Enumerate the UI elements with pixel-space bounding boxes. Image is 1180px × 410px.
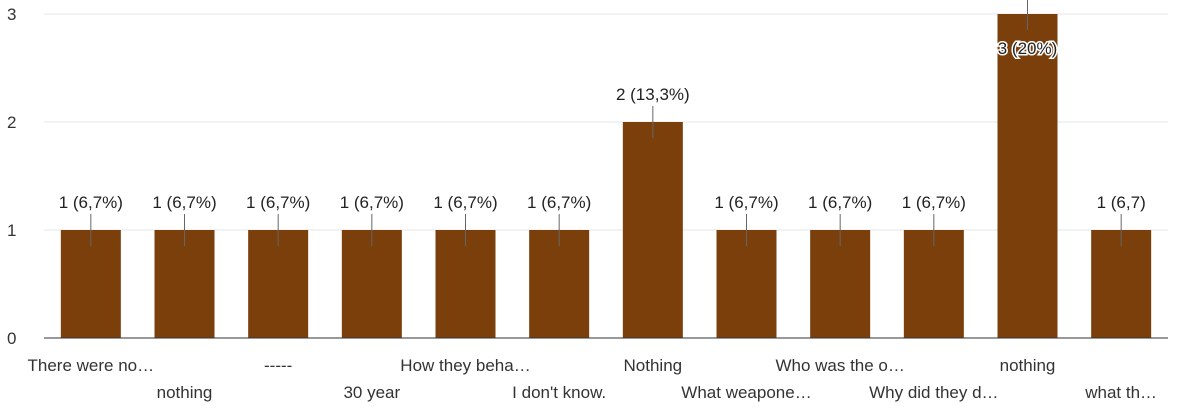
bar bbox=[529, 230, 590, 338]
x-tick-label: Nothing bbox=[624, 356, 683, 375]
data-label: 1 (6,7%) bbox=[714, 193, 778, 212]
x-tick-label: How they beha… bbox=[400, 356, 530, 375]
data-label: 2 (13,3%) bbox=[616, 85, 690, 104]
x-tick-label: 30 year bbox=[343, 383, 400, 402]
data-label: 1 (6,7%) bbox=[527, 193, 591, 212]
x-tick-label: What weapone… bbox=[681, 383, 811, 402]
data-label: 3 (20%) bbox=[998, 39, 1058, 58]
bar bbox=[248, 230, 309, 338]
y-tick-label: 1 bbox=[7, 221, 16, 240]
bar bbox=[435, 230, 496, 338]
bar bbox=[60, 230, 121, 338]
bar bbox=[716, 230, 777, 338]
x-tick-label: nothing bbox=[157, 383, 213, 402]
x-tick-label: Who was the o… bbox=[775, 356, 904, 375]
data-label: 1 (6,7%) bbox=[246, 193, 310, 212]
bar bbox=[903, 230, 964, 338]
data-label: 1 (6,7%) bbox=[902, 193, 966, 212]
x-tick-label: ----- bbox=[264, 356, 292, 375]
data-label: 1 (6,7%) bbox=[433, 193, 497, 212]
y-tick-label: 2 bbox=[7, 113, 16, 132]
bar bbox=[1091, 230, 1152, 338]
gridlines bbox=[44, 13, 1168, 231]
y-axis-ticks: 0 1 2 3 bbox=[7, 5, 16, 348]
data-label: 1 (6,7%) bbox=[59, 193, 123, 212]
x-tick-label: I don't know. bbox=[512, 383, 606, 402]
bars bbox=[60, 14, 1152, 338]
bar bbox=[997, 14, 1058, 338]
bar bbox=[622, 122, 683, 338]
bar bbox=[810, 230, 871, 338]
bar bbox=[154, 230, 215, 338]
data-label: 1 (6,7) bbox=[1097, 193, 1146, 212]
x-tick-label: Why did they d… bbox=[869, 383, 998, 402]
data-labels: 1 (6,7%) 1 (6,7%) 1 (6,7%) 1 (6,7%) 1 (6,7%)… bbox=[59, 0, 1146, 246]
data-label: 1 (6,7%) bbox=[808, 193, 872, 212]
x-tick-label: what th… bbox=[1084, 383, 1157, 402]
y-tick-label: 0 bbox=[7, 329, 16, 348]
data-label: 1 (6,7%) bbox=[152, 193, 216, 212]
x-tick-label: nothing bbox=[1000, 356, 1056, 375]
data-label: 1 (6,7%) bbox=[340, 193, 404, 212]
x-tick-label: There were no… bbox=[28, 356, 155, 375]
y-tick-label: 3 bbox=[7, 5, 16, 24]
bar bbox=[341, 230, 402, 338]
